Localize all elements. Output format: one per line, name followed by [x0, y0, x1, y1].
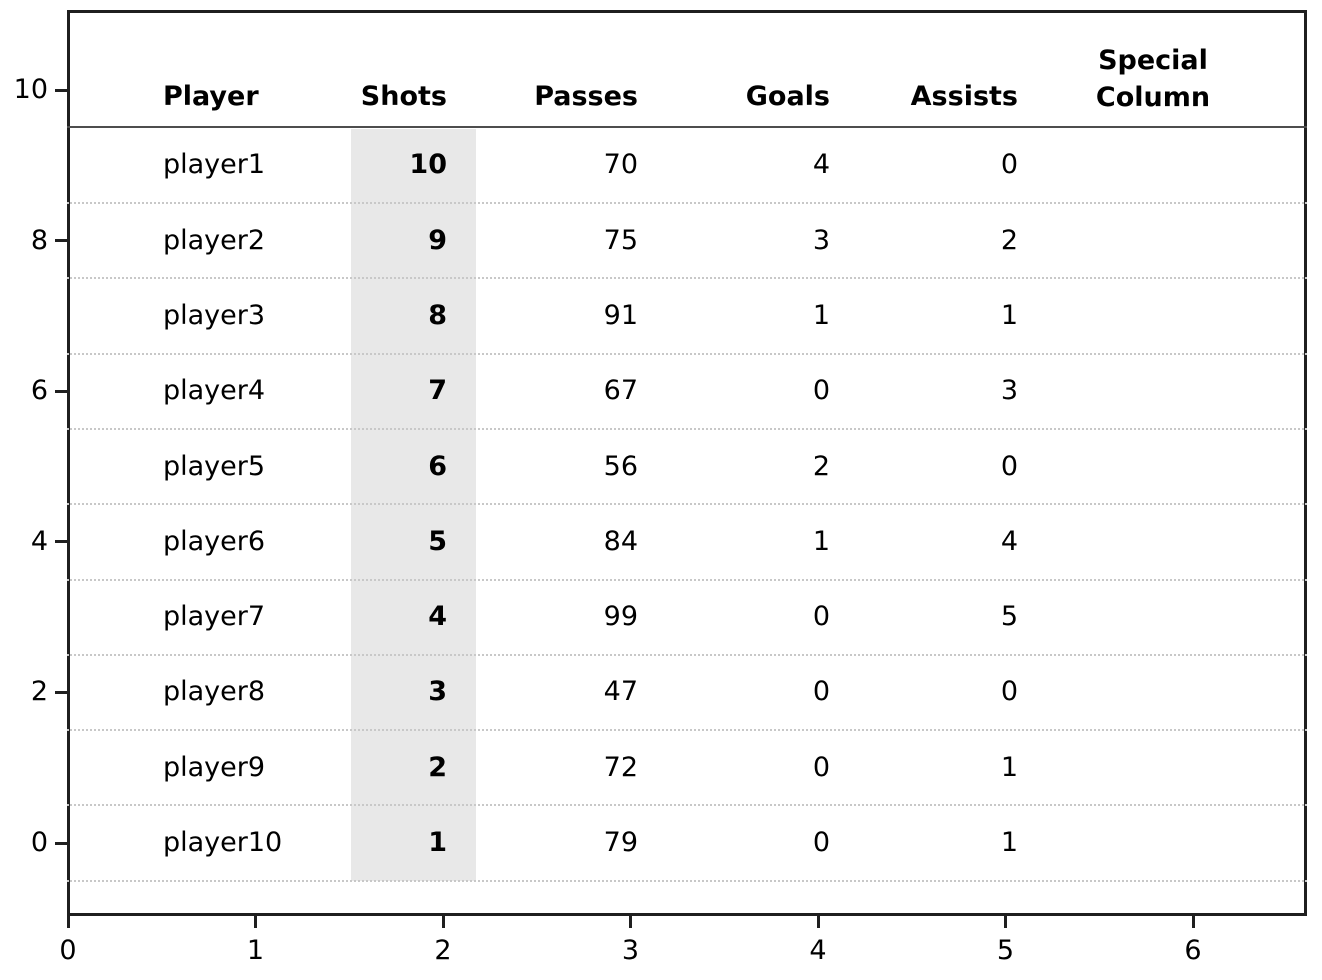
- table-cell-passes: 79: [603, 827, 638, 858]
- table-cell-goals: 0: [812, 676, 830, 708]
- table-cell-shots: 7: [428, 375, 447, 407]
- table-cell-assists: 2: [1000, 224, 1018, 256]
- column-header-passes: Passes: [534, 81, 638, 112]
- y-axis-tick-label: 10: [13, 74, 48, 105]
- table-cell-goals: 3: [812, 224, 830, 256]
- table-cell-player: player8: [163, 676, 266, 708]
- table-cell-assists: 0: [1000, 149, 1018, 181]
- y-axis-tick-label: 4: [30, 525, 48, 557]
- column-header-goals: Goals: [745, 81, 830, 112]
- table-cell-shots: 10: [409, 149, 447, 181]
- x-axis-tick-label: 6: [1184, 935, 1202, 966]
- table-cell-assists: 1: [1000, 299, 1018, 331]
- column-header-shots: Shots: [360, 81, 447, 112]
- table-cell-shots: 6: [428, 450, 447, 482]
- table-cell-passes: 99: [603, 601, 638, 633]
- table-cell-goals: 1: [812, 299, 830, 331]
- y-axis-tick-label: 0: [30, 827, 48, 858]
- row-separator-line: [67, 427, 1307, 430]
- y-axis-tick-mark: [55, 841, 67, 845]
- column-header-assists: Assists: [910, 81, 1018, 112]
- table-cell-shots: 9: [428, 224, 447, 256]
- row-separator-line: [67, 578, 1307, 581]
- table-cell-passes: 70: [603, 149, 638, 181]
- table-cell-goals: 0: [812, 601, 830, 633]
- column-header-player: Player: [163, 81, 259, 112]
- y-axis-tick-mark: [55, 540, 67, 544]
- column-header-special-column: Special Column: [1095, 45, 1211, 113]
- table-cell-assists: 1: [1000, 827, 1018, 858]
- row-separator-line: [67, 503, 1307, 506]
- row-separator-line: [67, 729, 1307, 731]
- y-axis-tick-label: 2: [30, 676, 48, 708]
- x-axis-tick-label: 0: [59, 935, 77, 966]
- table-cell-shots: 5: [428, 525, 447, 557]
- row-separator-line: [67, 804, 1307, 807]
- plot-axes-frame: [67, 10, 1307, 916]
- table-cell-goals: 1: [812, 525, 830, 557]
- table-cell-passes: 72: [603, 751, 638, 783]
- table-cell-assists: 4: [1000, 525, 1018, 557]
- x-axis-tick-mark: [1191, 916, 1195, 928]
- y-axis-tick-label: 6: [30, 375, 48, 407]
- table-cell-player: player9: [163, 751, 266, 783]
- table-cell-player: player1: [163, 149, 266, 181]
- table-cell-shots: 4: [428, 601, 447, 633]
- table-cell-passes: 75: [603, 224, 638, 256]
- table-cell-assists: 0: [1000, 450, 1018, 482]
- row-separator-line: [67, 879, 1307, 882]
- table-cell-player: player7: [163, 601, 266, 633]
- table-cell-player: player5: [163, 450, 266, 482]
- table-cell-assists: 5: [1000, 601, 1018, 633]
- x-axis-tick-label: 5: [996, 935, 1015, 966]
- row-separator-line: [67, 277, 1307, 280]
- row-separator-line: [67, 352, 1307, 355]
- x-axis-tick-mark: [254, 916, 257, 928]
- table-cell-player: player4: [163, 375, 266, 407]
- y-axis-tick-mark: [55, 88, 67, 92]
- y-axis-tick-mark: [55, 389, 67, 393]
- x-axis-tick-mark: [441, 916, 445, 928]
- table-cell-goals: 0: [812, 375, 830, 407]
- y-axis-tick-mark: [55, 239, 67, 243]
- x-axis-tick-mark: [816, 916, 820, 928]
- table-cell-assists: 0: [1000, 676, 1018, 708]
- table-cell-goals: 0: [812, 751, 830, 783]
- table-cell-passes: 84: [603, 525, 638, 557]
- table-cell-player: player2: [163, 224, 266, 256]
- x-axis-tick-mark: [629, 916, 632, 928]
- table-cell-shots: 3: [428, 676, 447, 708]
- x-axis-tick-label: 2: [434, 935, 452, 966]
- table-cell-shots: 8: [428, 299, 447, 331]
- table-cell-player: player10: [163, 827, 283, 858]
- row-separator-line: [67, 653, 1307, 656]
- table-cell-goals: 4: [812, 149, 830, 181]
- x-axis-tick-label: 1: [246, 935, 265, 966]
- table-cell-passes: 91: [603, 299, 638, 331]
- table-cell-player: player6: [163, 525, 266, 557]
- table-cell-shots: 1: [428, 827, 447, 858]
- x-axis-tick-label: 4: [809, 935, 827, 966]
- table-cell-goals: 0: [812, 827, 830, 858]
- table-cell-player: player3: [163, 299, 266, 331]
- table-cell-passes: 47: [603, 676, 638, 708]
- x-axis-tick-mark: [1004, 916, 1007, 928]
- table-cell-goals: 2: [812, 450, 830, 482]
- y-axis-tick-label: 8: [30, 224, 48, 256]
- table-cell-shots: 2: [428, 751, 447, 783]
- table-cell-assists: 1: [1000, 751, 1018, 783]
- y-axis-tick-mark: [55, 690, 67, 694]
- row-separator-line: [67, 202, 1307, 204]
- table-cell-assists: 3: [1000, 375, 1018, 407]
- x-axis-tick-mark: [66, 916, 70, 928]
- x-axis-tick-label: 3: [621, 935, 640, 966]
- table-cell-passes: 56: [603, 450, 638, 482]
- header-divider-line: [67, 126, 1307, 128]
- table-cell-passes: 67: [603, 375, 638, 407]
